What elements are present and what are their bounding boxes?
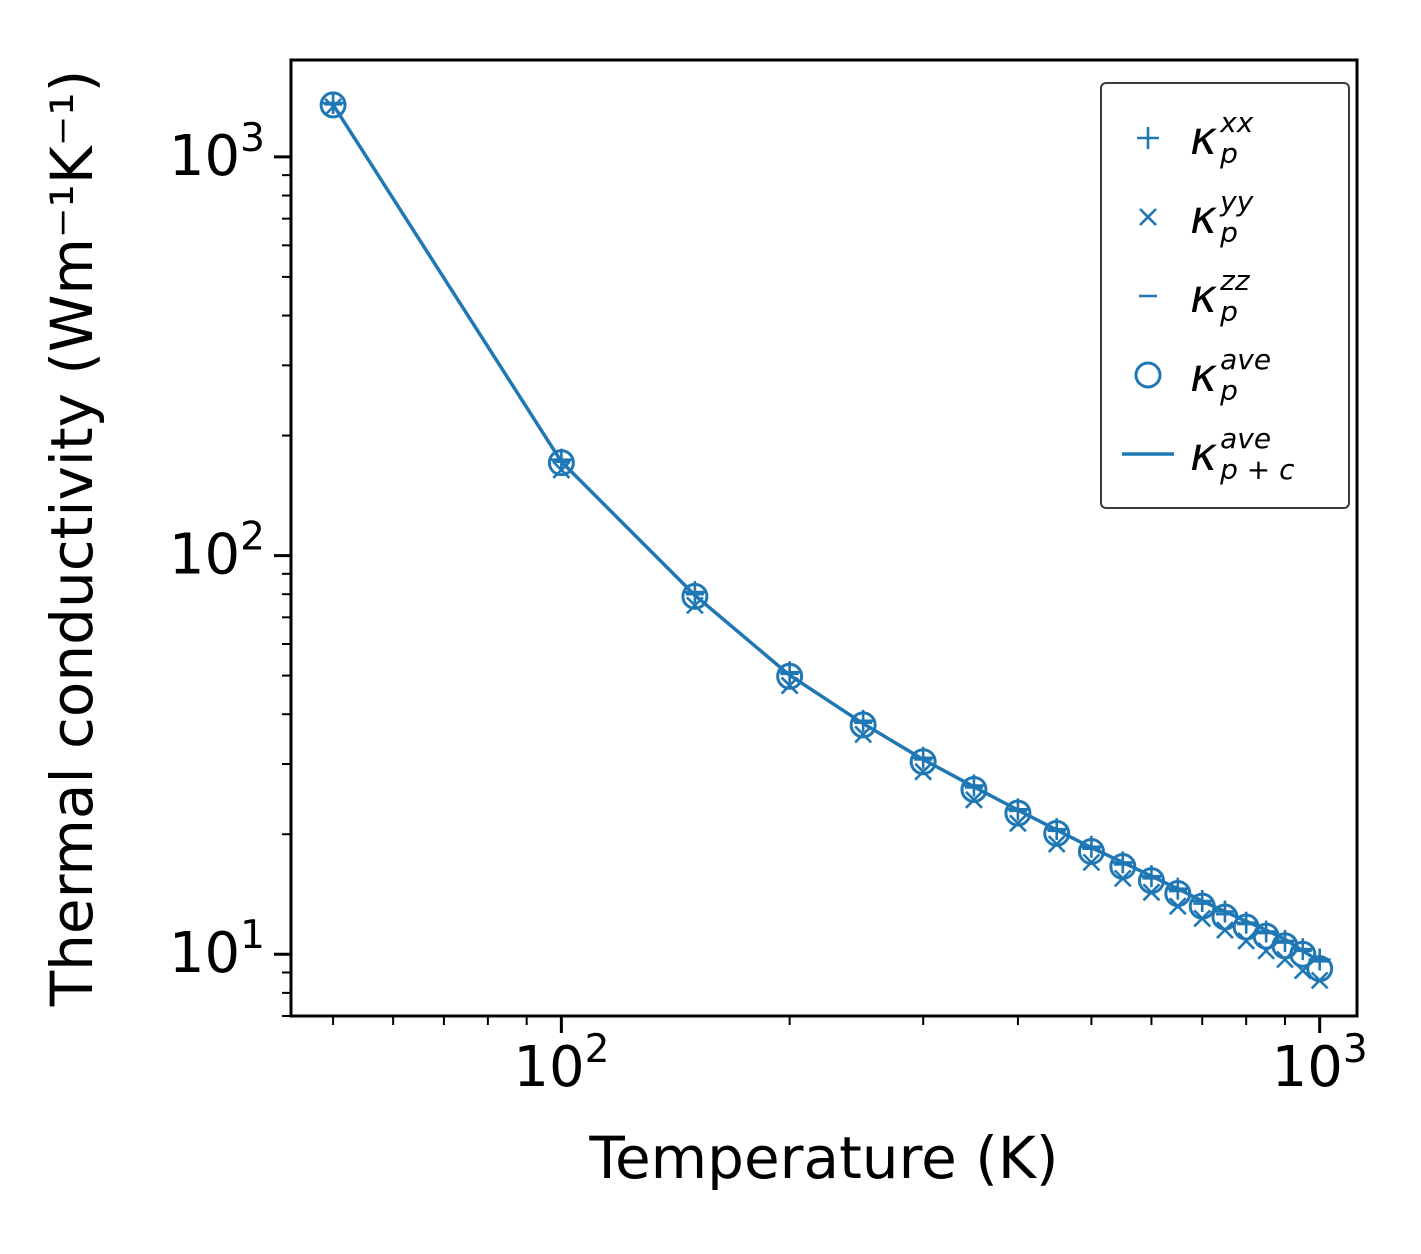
x-axis-label: Temperature (K) bbox=[588, 1124, 1058, 1192]
legend-label: κ ave p bbox=[1190, 343, 1272, 407]
legend-item-kappa_p_plus_c_ave: κ ave p + c bbox=[1116, 414, 1348, 493]
circle-marker-icon bbox=[1116, 353, 1180, 397]
legend-label: κ ave p + c bbox=[1190, 422, 1295, 486]
x-marker-icon bbox=[1116, 195, 1180, 239]
series-kappa_p_zz bbox=[324, 102, 1329, 963]
plot-area: 102 103 101 102 103 bbox=[169, 58, 1368, 1100]
plot-frame bbox=[289, 58, 1359, 1018]
line-marker-icon bbox=[1116, 432, 1180, 476]
x-tick-label: 102 bbox=[513, 1027, 609, 1100]
legend-item-kappa_p_zz: κ zz p bbox=[1116, 256, 1348, 335]
legend-label: κ zz p bbox=[1190, 264, 1250, 328]
y-tick-label: 101 bbox=[169, 913, 265, 986]
legend-item-kappa_p_xx: κ xx p bbox=[1116, 98, 1348, 177]
axis-ticks: 102 103 101 102 103 bbox=[169, 116, 1368, 1100]
series-kappa_p_plus_c_ave bbox=[331, 103, 1321, 963]
y-tick-label: 102 bbox=[169, 515, 265, 588]
y-axis-label: Thermal conductivity (Wm⁻¹K⁻¹) bbox=[38, 70, 106, 1008]
hline-marker-icon bbox=[1116, 274, 1180, 318]
legend: κ xx p κ yy p κ zz p κ ave p κ ave p + c bbox=[1100, 82, 1350, 509]
legend-label: κ xx p bbox=[1190, 106, 1254, 170]
legend-item-kappa_p_ave: κ ave p bbox=[1116, 335, 1348, 414]
plus-marker-icon bbox=[1116, 116, 1180, 160]
y-tick-label: 103 bbox=[169, 116, 265, 189]
x-tick-label: 103 bbox=[1272, 1027, 1368, 1100]
legend-label: κ yy p bbox=[1190, 185, 1254, 249]
legend-item-kappa_p_yy: κ yy p bbox=[1116, 177, 1348, 256]
series-kappa_p_ave bbox=[319, 91, 1334, 983]
